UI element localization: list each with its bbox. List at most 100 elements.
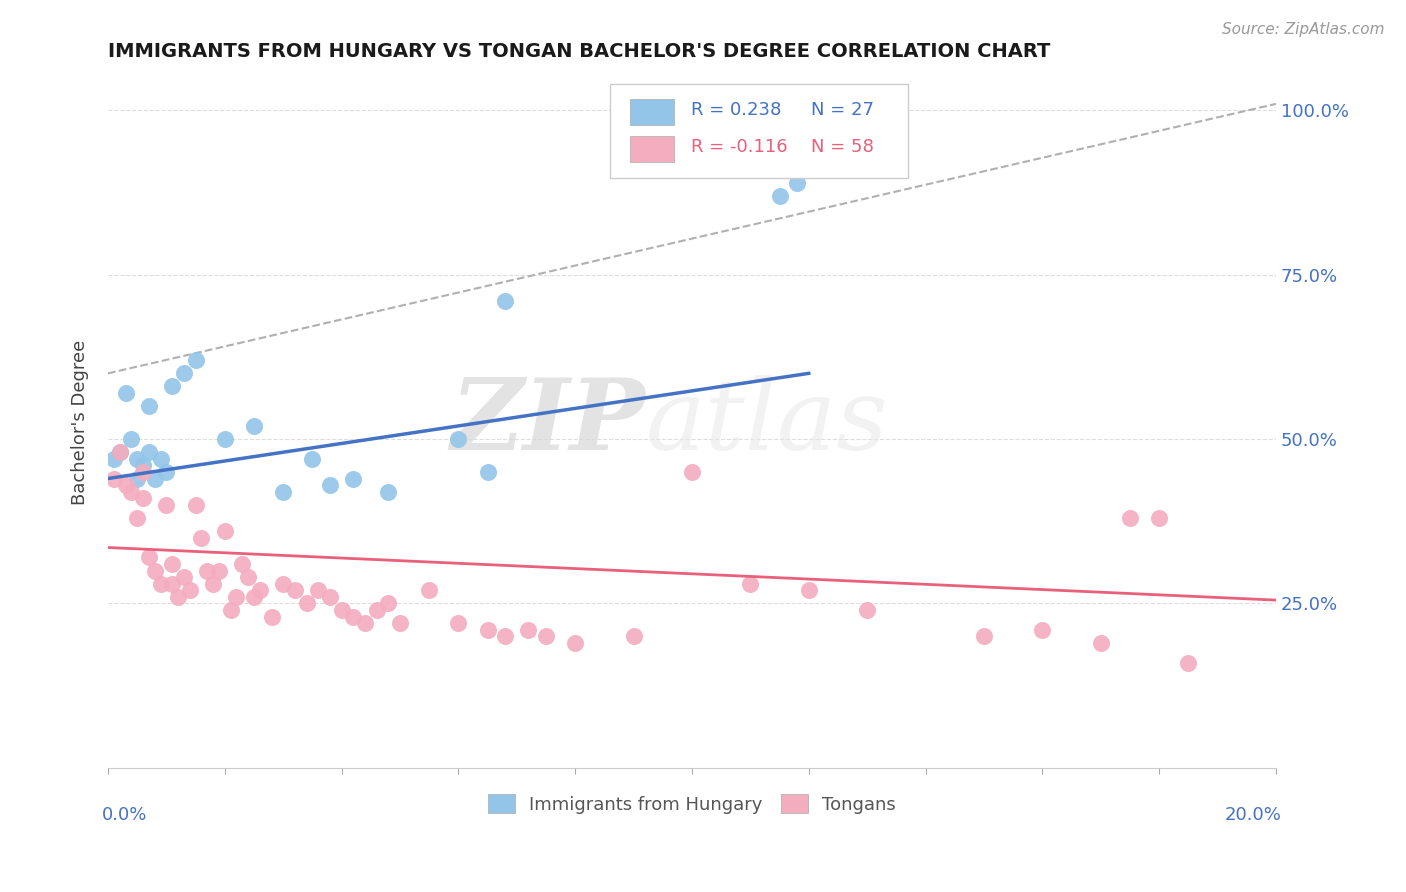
Point <box>184 498 207 512</box>
Point <box>418 583 440 598</box>
Point <box>284 583 307 598</box>
Point <box>249 583 271 598</box>
Point <box>243 419 266 434</box>
Point <box>103 451 125 466</box>
Point <box>319 478 342 492</box>
Point <box>623 629 645 643</box>
Point <box>208 564 231 578</box>
Text: R = -0.116: R = -0.116 <box>690 137 787 155</box>
Point <box>173 570 195 584</box>
Point <box>236 570 259 584</box>
Point <box>167 590 190 604</box>
Point <box>768 189 790 203</box>
Point <box>740 576 762 591</box>
Point <box>1177 656 1199 670</box>
Point <box>214 524 236 538</box>
Point <box>307 583 329 598</box>
Text: ZIP: ZIP <box>450 375 645 471</box>
Point <box>160 576 183 591</box>
Point <box>330 603 353 617</box>
Text: atlas: atlas <box>645 375 889 470</box>
Point <box>377 596 399 610</box>
Point <box>494 629 516 643</box>
Point <box>319 590 342 604</box>
Point <box>271 576 294 591</box>
Point <box>477 465 499 479</box>
Point <box>132 465 155 479</box>
Point <box>973 629 995 643</box>
Point <box>295 596 318 610</box>
Point <box>388 616 411 631</box>
Point <box>225 590 247 604</box>
Point <box>477 623 499 637</box>
Point <box>214 432 236 446</box>
Text: N = 27: N = 27 <box>811 101 875 119</box>
Point <box>681 465 703 479</box>
FancyBboxPatch shape <box>630 99 675 125</box>
Point <box>354 616 377 631</box>
Point <box>114 386 136 401</box>
Point <box>173 367 195 381</box>
Point <box>103 471 125 485</box>
Point <box>160 379 183 393</box>
FancyBboxPatch shape <box>610 85 908 178</box>
Point <box>1119 511 1142 525</box>
Text: IMMIGRANTS FROM HUNGARY VS TONGAN BACHELOR'S DEGREE CORRELATION CHART: IMMIGRANTS FROM HUNGARY VS TONGAN BACHEL… <box>108 42 1050 61</box>
Point <box>786 176 808 190</box>
Point <box>108 445 131 459</box>
Point <box>179 583 201 598</box>
Point <box>143 564 166 578</box>
Point <box>132 491 155 506</box>
Point <box>138 399 160 413</box>
Point <box>342 471 364 485</box>
Point <box>231 557 253 571</box>
Point <box>377 484 399 499</box>
Text: N = 58: N = 58 <box>811 137 875 155</box>
Point <box>149 451 172 466</box>
Text: 20.0%: 20.0% <box>1225 805 1282 823</box>
Point <box>797 583 820 598</box>
Point <box>447 432 470 446</box>
Point <box>138 550 160 565</box>
Point <box>271 484 294 499</box>
Point <box>114 478 136 492</box>
Point <box>1147 511 1170 525</box>
Point <box>132 458 155 473</box>
Point <box>184 353 207 368</box>
Point <box>856 603 879 617</box>
Y-axis label: Bachelor's Degree: Bachelor's Degree <box>72 340 89 505</box>
Point <box>447 616 470 631</box>
FancyBboxPatch shape <box>630 136 675 161</box>
Point <box>517 623 540 637</box>
Text: R = 0.238: R = 0.238 <box>690 101 782 119</box>
Point <box>108 445 131 459</box>
Point <box>243 590 266 604</box>
Point <box>155 465 177 479</box>
Point <box>260 609 283 624</box>
Point <box>202 576 225 591</box>
Point <box>564 636 586 650</box>
Point <box>138 445 160 459</box>
Point <box>301 451 323 466</box>
Text: 0.0%: 0.0% <box>103 805 148 823</box>
Point <box>155 498 177 512</box>
Point <box>127 471 149 485</box>
Point <box>1031 623 1053 637</box>
Text: Source: ZipAtlas.com: Source: ZipAtlas.com <box>1222 22 1385 37</box>
Point <box>219 603 242 617</box>
Point <box>120 432 142 446</box>
Point <box>190 531 212 545</box>
Point <box>342 609 364 624</box>
Point <box>127 451 149 466</box>
Point <box>120 484 142 499</box>
Point <box>195 564 218 578</box>
Point <box>149 576 172 591</box>
Point <box>127 511 149 525</box>
Point <box>1090 636 1112 650</box>
Point <box>494 294 516 309</box>
Point <box>160 557 183 571</box>
Point <box>366 603 388 617</box>
Point <box>534 629 557 643</box>
Legend: Immigrants from Hungary, Tongans: Immigrants from Hungary, Tongans <box>481 787 903 821</box>
Point <box>143 471 166 485</box>
